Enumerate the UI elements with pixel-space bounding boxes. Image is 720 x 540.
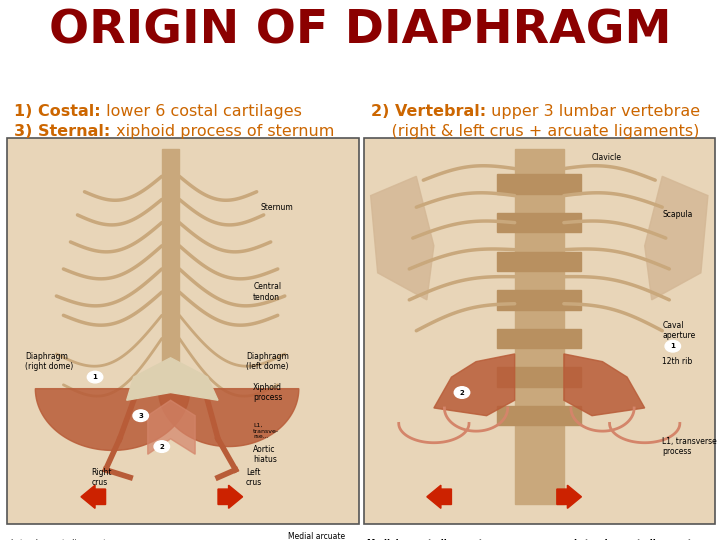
Polygon shape	[434, 354, 515, 416]
Text: Medial arcuate ligament: Medial arcuate ligament	[367, 539, 483, 540]
Bar	[497, 213, 582, 232]
FancyBboxPatch shape	[7, 138, 359, 524]
Text: Medial arcuate
ligament: Medial arcuate ligament	[288, 531, 346, 540]
Text: L1, transverse
process: L1, transverse process	[662, 437, 717, 456]
Text: 3) Sternal:: 3) Sternal:	[14, 124, 111, 139]
Text: Lateral arcuate ligament: Lateral arcuate ligament	[575, 539, 693, 540]
Polygon shape	[158, 389, 299, 447]
FancyBboxPatch shape	[364, 138, 715, 524]
Text: 1) Costal:: 1) Costal:	[14, 104, 101, 119]
Text: Clavicle: Clavicle	[592, 153, 622, 162]
Bar	[497, 174, 582, 194]
Text: lower 6 costal cartilages: lower 6 costal cartilages	[101, 104, 302, 119]
Bar	[497, 290, 582, 309]
Circle shape	[454, 387, 469, 399]
Polygon shape	[371, 176, 434, 300]
Polygon shape	[35, 389, 190, 450]
Text: upper 3 lumbar vertebrae: upper 3 lumbar vertebrae	[486, 104, 700, 119]
Text: 1: 1	[670, 343, 675, 349]
Text: Central
tendon: Central tendon	[253, 282, 282, 302]
Polygon shape	[644, 176, 708, 300]
Text: Aortic
hiatus: Aortic hiatus	[253, 444, 277, 464]
Text: 2: 2	[459, 389, 464, 395]
Polygon shape	[127, 358, 218, 400]
Text: Diaphragm
(right dome): Diaphragm (right dome)	[24, 352, 73, 372]
Text: Caval
aperture: Caval aperture	[662, 321, 696, 340]
Text: xiphoid process of sternum: xiphoid process of sternum	[111, 124, 334, 139]
FancyArrow shape	[557, 485, 582, 508]
Polygon shape	[564, 354, 644, 416]
Text: Sternum: Sternum	[260, 202, 293, 212]
Bar	[162, 149, 179, 377]
FancyArrow shape	[81, 485, 106, 508]
Text: Diaphragm
(left dome): Diaphragm (left dome)	[246, 352, 289, 372]
Bar	[497, 367, 582, 387]
Text: ORIGIN OF DIAPHRAGM: ORIGIN OF DIAPHRAGM	[49, 8, 671, 53]
Bar	[497, 329, 582, 348]
Circle shape	[665, 340, 680, 352]
FancyArrow shape	[218, 485, 243, 508]
Text: Left
crus: Left crus	[246, 468, 262, 487]
Circle shape	[154, 441, 169, 453]
Bar	[515, 149, 564, 504]
Text: Lateral arcuate ligament  ③: Lateral arcuate ligament ③	[11, 539, 117, 540]
Text: (right & left crus + arcuate ligaments): (right & left crus + arcuate ligaments)	[371, 124, 699, 139]
Polygon shape	[148, 400, 195, 454]
Text: 2) Vertebral:: 2) Vertebral:	[371, 104, 486, 119]
Bar	[497, 406, 582, 426]
Text: Scapula: Scapula	[662, 211, 693, 219]
Circle shape	[133, 410, 148, 422]
Text: 12th rib: 12th rib	[662, 357, 693, 366]
Text: 1: 1	[93, 374, 97, 380]
Text: Xiphoid
process: Xiphoid process	[253, 383, 282, 402]
Text: Right
crus: Right crus	[91, 468, 112, 487]
FancyArrow shape	[427, 485, 451, 508]
Text: 3: 3	[138, 413, 143, 418]
Text: 2: 2	[159, 443, 164, 450]
Bar	[497, 252, 582, 271]
Text: L1,
transve-
rse...: L1, transve- rse...	[253, 423, 279, 440]
Circle shape	[87, 372, 103, 383]
